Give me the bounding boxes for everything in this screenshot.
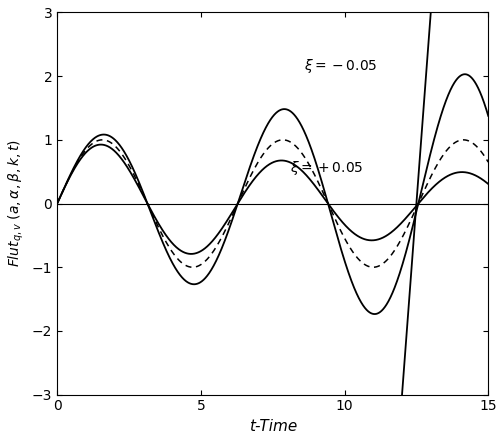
Y-axis label: $Flut_{q,v}\ (a,\alpha,\beta,k,t)$: $Flut_{q,v}\ (a,\alpha,\beta,k,t)$ xyxy=(7,140,26,268)
Text: $\xi = +0.05$: $\xi = +0.05$ xyxy=(290,159,363,177)
Text: $\xi = -0.05$: $\xi = -0.05$ xyxy=(304,57,378,75)
X-axis label: t-Time: t-Time xyxy=(248,419,297,434)
